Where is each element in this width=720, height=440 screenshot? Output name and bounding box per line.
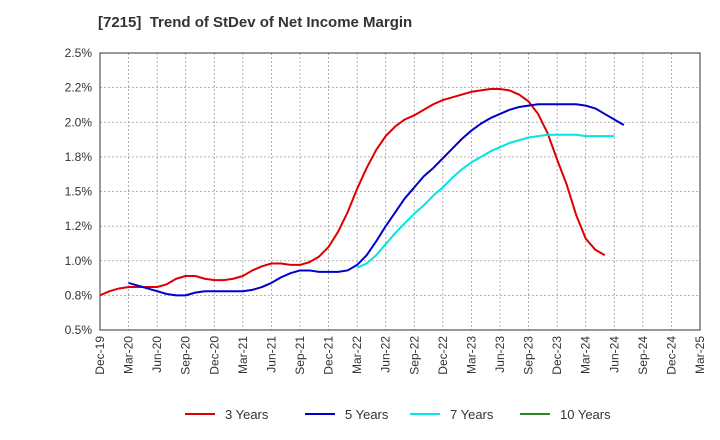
x-tick-label: Dec-20: [207, 336, 221, 375]
x-tick-label: Mar-20: [122, 336, 136, 374]
x-tick-label: Mar-22: [350, 336, 364, 374]
series-lines: [99, 88, 625, 297]
chart-title: [7215] Trend of StDev of Net Income Marg…: [98, 14, 413, 31]
y-tick-label: 2.5%: [65, 46, 93, 60]
legend-label: 7 Years: [450, 407, 494, 422]
legend-label: 5 Years: [345, 407, 389, 422]
y-tick-label: 1.0%: [65, 254, 93, 268]
x-tick-label: Mar-24: [579, 336, 593, 374]
x-tick-label: Sep-20: [179, 336, 193, 375]
y-tick-label: 1.2%: [65, 219, 93, 233]
x-tick-label: Sep-21: [293, 336, 307, 375]
x-tick-label: Sep-24: [636, 336, 650, 375]
legend-label: 3 Years: [225, 407, 269, 422]
x-tick-label: Jun-24: [607, 336, 621, 373]
x-tick-label: Jun-21: [264, 336, 278, 373]
x-tick-label: Dec-19: [93, 336, 107, 375]
series-line-7-years: [356, 133, 615, 269]
x-tick-label: Mar-21: [236, 336, 250, 374]
x-tick-label: Dec-22: [436, 336, 450, 375]
series-line-5-years: [128, 103, 625, 297]
legend-label: 10 Years: [560, 407, 611, 422]
y-tick-label: 0.5%: [65, 323, 93, 337]
y-tick-label: 2.0%: [65, 115, 93, 129]
x-tick-label: Jun-23: [493, 336, 507, 373]
x-tick-label: Sep-22: [407, 336, 421, 375]
y-tick-label: 2.2%: [65, 81, 93, 95]
x-tick-label: Jun-20: [150, 336, 164, 373]
x-tick-label: Dec-21: [322, 336, 336, 375]
x-tick-label: Jun-22: [379, 336, 393, 373]
series-line-3-years: [99, 88, 606, 297]
x-tick-label: Dec-23: [550, 336, 564, 375]
x-tick-label: Mar-23: [464, 336, 478, 374]
plot-border: [99, 52, 701, 331]
y-tick-label: 1.8%: [65, 150, 93, 164]
x-tick-label: Dec-24: [664, 336, 678, 375]
x-axis-ticks: Dec-19 Mar-20 Jun-20 Sep-20 Dec-20 Mar-21 Jun-…: [93, 336, 707, 375]
legend: 3 Years 5 Years 7 Years 10 Years: [185, 407, 611, 422]
x-tick-label: Sep-23: [522, 336, 536, 375]
y-tick-label: 0.8%: [65, 288, 93, 302]
y-axis-ticks: 0.5% 0.8% 1.0% 1.2% 1.5% 1.8% 2.0% 2.2% 2.5%: [65, 46, 93, 337]
y-tick-label: 1.5%: [65, 185, 93, 199]
x-tick-label: Mar-25: [693, 336, 707, 374]
